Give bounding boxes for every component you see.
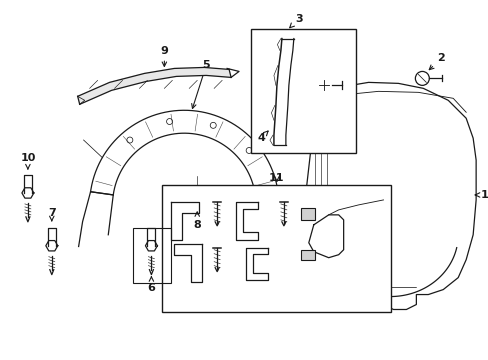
Text: 6: 6 — [147, 276, 155, 293]
Polygon shape — [78, 67, 231, 104]
Bar — [133, 228, 171, 283]
Bar — [300, 250, 314, 260]
Text: 3: 3 — [289, 14, 302, 28]
Bar — [250, 28, 355, 153]
Text: 7: 7 — [48, 208, 56, 221]
Text: 9: 9 — [160, 45, 168, 66]
Text: 4: 4 — [257, 131, 267, 143]
Bar — [300, 208, 314, 220]
Text: 1: 1 — [474, 190, 488, 200]
Text: 5: 5 — [191, 60, 209, 108]
Text: 8: 8 — [193, 212, 201, 230]
Text: 10: 10 — [20, 153, 36, 169]
Bar — [162, 185, 391, 312]
Text: 11: 11 — [268, 173, 284, 183]
Text: 2: 2 — [428, 54, 444, 70]
